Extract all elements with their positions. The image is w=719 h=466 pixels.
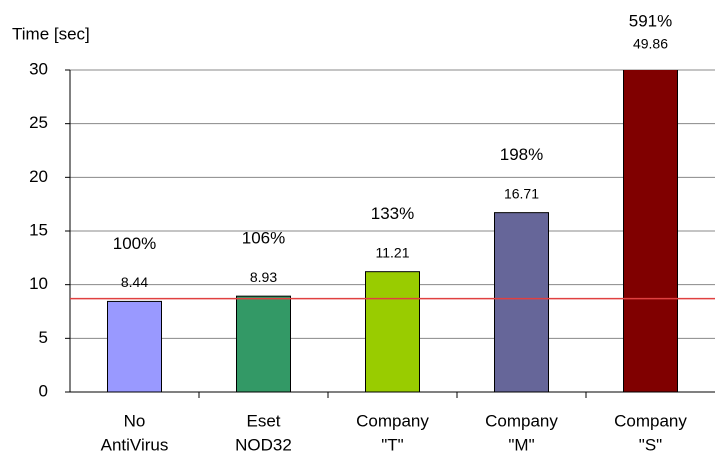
y-tick-label: 5: [39, 328, 48, 347]
y-tick-label: 15: [29, 220, 48, 239]
percent-label: 591%: [629, 11, 672, 30]
y-tick-label: 20: [29, 167, 48, 186]
value-label: 8.93: [250, 269, 277, 285]
x-tick-label: Eset: [246, 411, 280, 430]
x-tick-label: Company: [485, 411, 558, 430]
percent-label: 198%: [500, 145, 543, 164]
x-tick-label: Company: [614, 411, 687, 430]
percent-label: 100%: [113, 234, 156, 253]
value-label: 16.71: [504, 185, 539, 201]
y-axis-label: Time [sec]: [12, 24, 90, 43]
bar: [236, 295, 291, 392]
y-tick-label: 10: [29, 274, 48, 293]
percent-label: 106%: [242, 229, 285, 248]
bar: [365, 271, 420, 392]
percent-label: 133%: [371, 204, 414, 223]
x-tick-label: Company: [356, 411, 429, 430]
y-tick-label: 0: [39, 381, 48, 400]
x-tick-label: "M": [508, 435, 534, 454]
y-tick-label: 30: [29, 59, 48, 78]
x-tick-label: NOD32: [235, 435, 292, 454]
bar: [494, 212, 549, 392]
bar: [107, 300, 162, 392]
value-label: 11.21: [376, 244, 410, 260]
y-tick-label: 25: [29, 113, 48, 132]
plot-area: [107, 70, 678, 392]
x-tick-label: No: [124, 411, 146, 430]
bar: [623, 70, 678, 392]
value-label: 8.44: [121, 274, 148, 290]
x-tick-label: AntiVirus: [101, 435, 169, 454]
x-tick-label: "T": [381, 435, 403, 454]
x-tick-label: "S": [639, 435, 662, 454]
value-label: 49.86: [633, 36, 668, 52]
